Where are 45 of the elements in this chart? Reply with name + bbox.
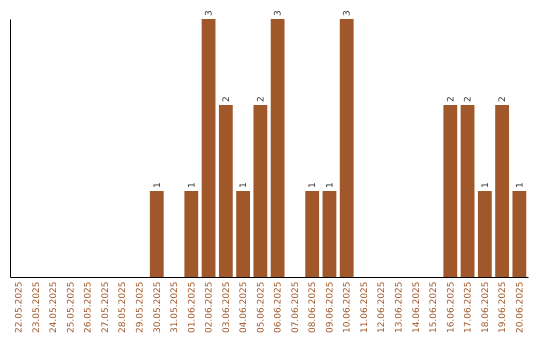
data-label: 1: [480, 182, 491, 188]
x-tick-label: 11.06.2025: [360, 282, 370, 334]
x-tick-label: 26.05.2025: [84, 282, 94, 334]
x-tick-label: 09.06.2025: [325, 282, 336, 334]
x-tick-label: 25.05.2025: [66, 282, 76, 334]
data-label: 3: [342, 10, 353, 16]
data-label: 2: [464, 96, 474, 102]
x-tick-label: 05.06.2025: [256, 282, 266, 334]
data-label: 1: [515, 182, 526, 188]
data-label: 3: [204, 10, 215, 16]
x-tick-label: 03.06.2025: [222, 282, 232, 334]
x-tick-label: 06.06.2025: [274, 282, 284, 334]
x-tick-label: 19.06.2025: [498, 282, 508, 334]
x-tick-label: 20.06.2025: [515, 282, 526, 334]
x-tick-label: 04.06.2025: [239, 282, 250, 334]
x-tick-label: 22.05.2025: [14, 282, 25, 334]
x-tick-label: 30.05.2025: [152, 282, 163, 334]
x-tick-label: 29.05.2025: [136, 282, 146, 334]
data-label: 2: [446, 96, 456, 102]
x-tick-label: 13.06.2025: [394, 282, 404, 334]
x-tick-label: 18.06.2025: [480, 282, 491, 334]
x-tick-label: 07.06.2025: [290, 282, 301, 334]
x-tick-label: 08.06.2025: [308, 282, 318, 334]
data-label: 1: [239, 182, 250, 188]
x-tick-label: 17.06.2025: [464, 282, 474, 334]
x-tick-label: 27.05.2025: [100, 282, 111, 334]
data-label: 1: [187, 182, 198, 188]
x-tick-label: 10.06.2025: [342, 282, 353, 334]
x-tick-label: 23.05.2025: [32, 282, 42, 334]
x-tick-label: 01.06.2025: [187, 282, 198, 334]
data-label: 2: [256, 96, 266, 102]
x-tick-label: 16.06.2025: [446, 282, 456, 334]
data-label: 1: [308, 182, 318, 188]
data-label: 2: [222, 96, 232, 102]
x-tick-label: 31.05.2025: [170, 282, 180, 334]
x-tick-label: 24.05.2025: [49, 282, 60, 334]
data-label: 2: [498, 96, 508, 102]
x-tick-label: 15.06.2025: [429, 282, 440, 334]
data-label: 3: [274, 10, 284, 16]
data-label: 1: [152, 182, 163, 188]
x-tick-label: 14.06.2025: [412, 282, 422, 334]
x-tick-label: 02.06.2025: [204, 282, 215, 334]
data-label: 1: [325, 182, 336, 188]
x-tick-label: 28.05.2025: [118, 282, 128, 334]
x-tick-label: 12.06.2025: [377, 282, 388, 334]
